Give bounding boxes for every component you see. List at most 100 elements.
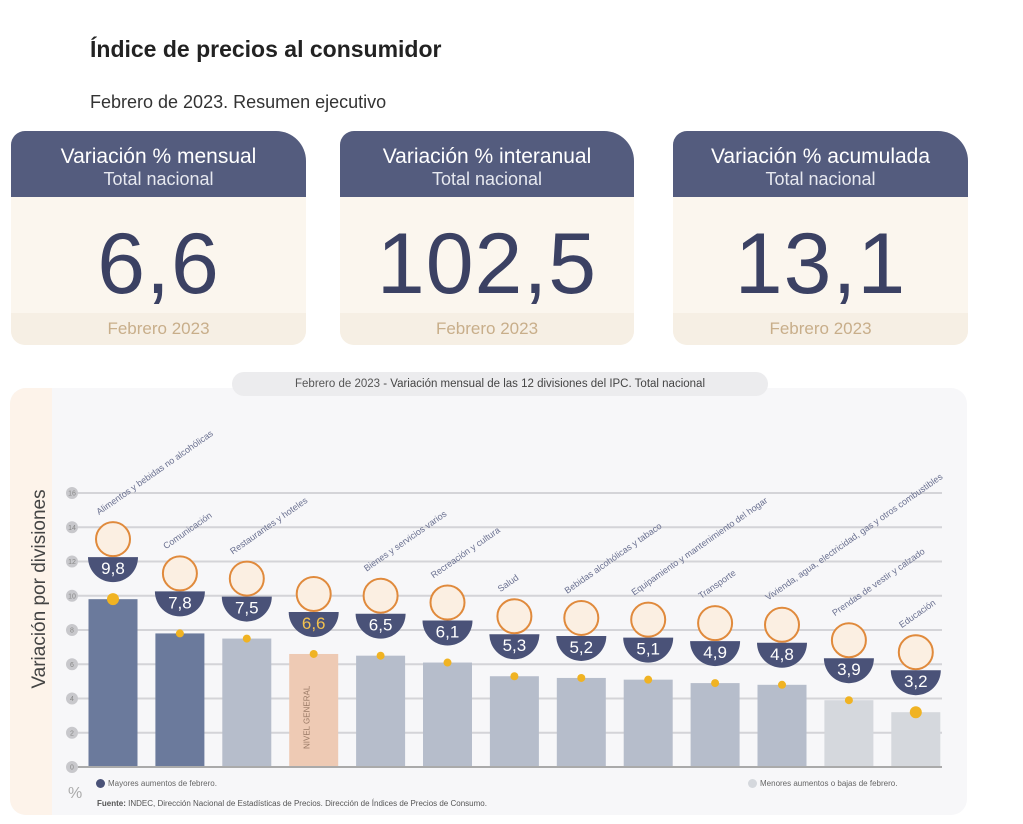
bar [489,676,539,767]
value-label: 5,3 [503,636,527,655]
card-period: Febrero 2023 [11,313,306,345]
bar-marker [909,706,922,719]
bar [88,599,138,767]
page-subtitle: Febrero de 2023. Resumen ejecutivo [90,92,387,112]
bar [891,712,941,767]
division-icon [362,577,399,614]
card-value: 6,6 [97,216,220,312]
y-tick-marker [66,726,78,739]
division-icon [830,622,867,659]
bar [556,677,606,767]
value-bowl [556,635,607,661]
page-title: Índice de precios al consumidor [90,36,442,62]
value-bowl [422,620,473,646]
card-subtitle: Total nacional [765,169,876,189]
bar [423,662,472,767]
category-label: Recreación y cultura [429,525,502,580]
card-monthly: Variación % mensual Total nacional 6,6 Fe… [11,131,306,345]
y-tick-marker [66,624,78,636]
legend-label: Menores aumentos o bajas de febrero. [760,779,898,788]
y-tick-label: 14 [68,525,76,532]
value-label: 5,2 [569,638,593,657]
bar-marker [778,680,786,689]
value-label: 4,9 [703,643,727,662]
division-icon [563,599,600,636]
bar [155,633,205,767]
division-icon [496,598,533,635]
card-period: Febrero 2023 [673,313,968,345]
y-tick-label: 2 [70,730,74,737]
y-axis-band [10,388,52,815]
division-icon [630,601,667,638]
bar-marker [443,658,452,667]
bar-marker [107,593,119,606]
value-bowl [154,591,205,617]
source-text: INDEC, Dirección Nacional de Estadística… [125,799,487,808]
value-bowl [489,634,540,660]
category-label: Restaurantes y hoteles [228,495,310,556]
value-label: 6,5 [369,616,393,635]
legend-low: Menores aumentos o bajas de febrero. [748,779,897,788]
card-accumulated: Variación % acumulada Total nacional 13,1… [673,131,968,345]
value-label: 3,2 [904,672,928,691]
card-period: Febrero 2023 [340,313,634,345]
value-bowl [288,611,339,637]
value-label: 6,6 [302,614,326,633]
chart-title-text: - Variación mensual de las 12 divisiones… [380,378,705,390]
chart-title: Febrero de 2023 - Variación mensual de l… [232,372,768,396]
division-icon [95,521,131,558]
division-icon [295,575,332,612]
source-label: Fuente: [97,799,126,808]
category-label: Equipamiento y mantenimiento del hogar [630,495,770,597]
bar-marker [644,675,653,684]
bar [757,684,807,767]
value-bowl [757,642,807,668]
category-label: Educación [897,598,937,630]
value-bowl [823,658,874,684]
bar [222,638,272,767]
y-tick-marker [66,761,78,773]
legend-high: Mayores aumentos de febrero. [96,779,217,788]
y-tick-marker [66,658,78,671]
category-label: NIVEL GENERAL [303,685,312,749]
bar-marker [711,679,720,688]
value-label: 7,8 [168,593,192,612]
value-bowl [88,557,138,583]
bar-marker [577,673,586,682]
value-bowl [355,613,406,639]
division-icon [161,555,198,592]
y-tick-marker [66,521,78,534]
division-icon [228,560,265,597]
card-title: Variación % mensual [60,145,257,168]
y-tick-marker [66,589,78,602]
bar [824,700,874,767]
value-label: 3,9 [837,660,861,679]
category-label: Salud [496,572,521,593]
legend-swatch-high [96,779,105,788]
y-tick-label: 8 [70,628,74,635]
y-tick-label: 4 [70,696,74,703]
bar-marker [309,649,318,658]
y-tick-label: 6 [70,662,74,669]
card-subtitle: Total nacional [103,169,214,189]
value-bowl [221,596,272,622]
legend-label: Mayores aumentos de febrero. [108,779,217,788]
bar [623,679,673,767]
y-tick-marker [66,487,78,499]
value-bowl [890,670,941,696]
bar-marker [242,634,251,643]
value-label: 9,8 [101,559,125,578]
bar [690,683,740,767]
bar-marker [844,696,853,705]
y-unit: % [68,785,83,802]
category-label: Vivienda, agua, electricidad, gas y otro… [763,471,944,602]
card-value: 102,5 [376,216,598,312]
category-label: Bienes y servicios varios [362,508,449,573]
value-label: 7,5 [235,599,259,618]
division-icon [897,634,934,671]
category-label: Alimentos y bebidas no alcohólicas [94,428,215,517]
y-tick-label: 12 [68,559,76,566]
division-icon [429,584,466,621]
source-note: Fuente: INDEC, Dirección Nacional de Est… [97,799,487,808]
